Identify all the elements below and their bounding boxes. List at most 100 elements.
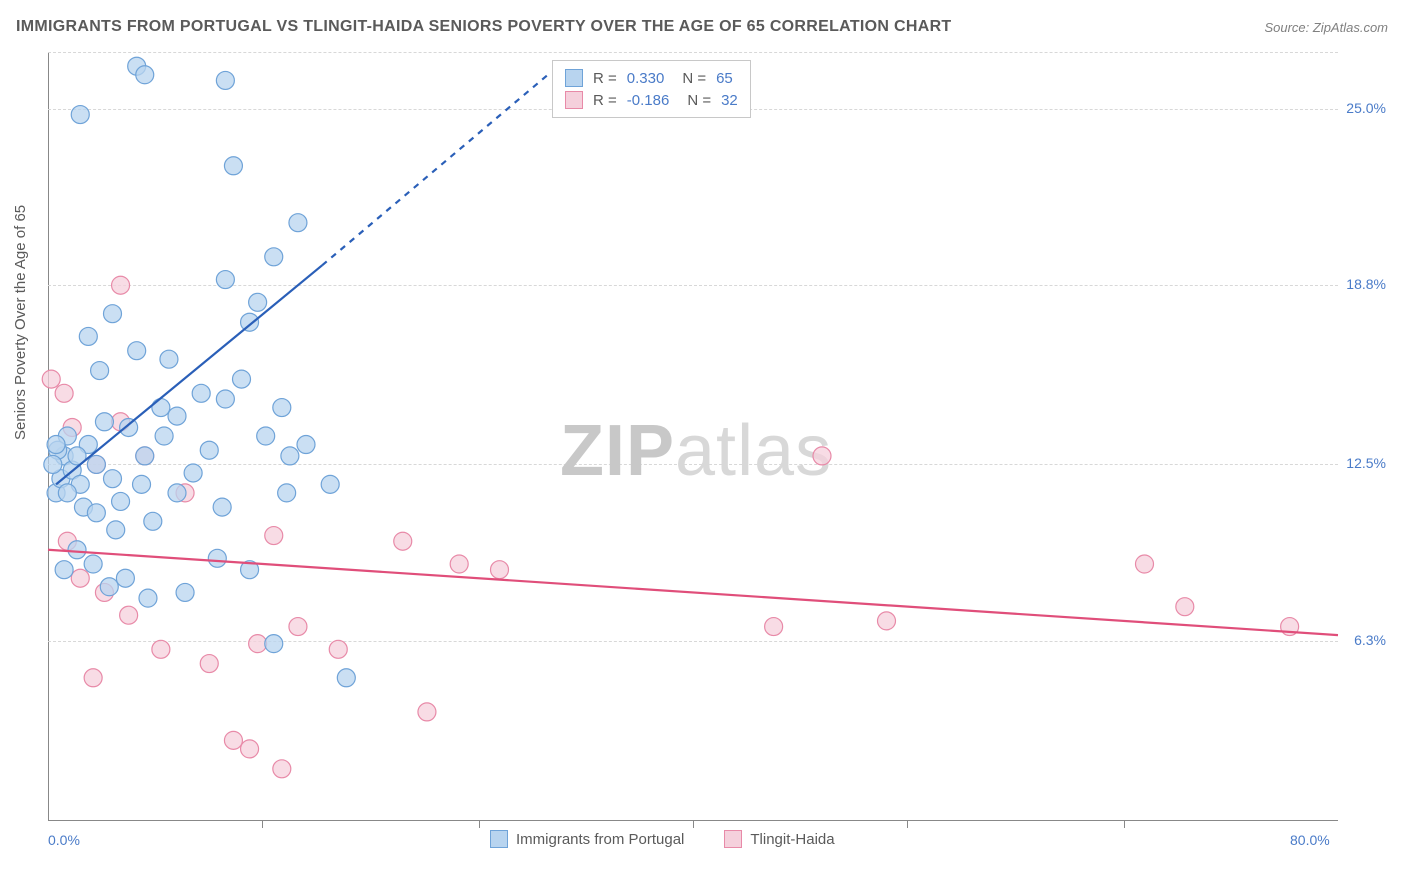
data-point [224, 731, 242, 749]
data-point [120, 418, 138, 436]
data-point [107, 521, 125, 539]
n-value: 65 [716, 70, 733, 87]
data-point [100, 578, 118, 596]
legend: Immigrants from Portugal Tlingit-Haida [490, 830, 835, 848]
r-value: -0.186 [627, 92, 670, 109]
data-point [176, 583, 194, 601]
data-point [152, 640, 170, 658]
data-point [765, 618, 783, 636]
data-point [216, 390, 234, 408]
x-tick-mark [479, 820, 480, 828]
n-label: N = [687, 92, 711, 109]
data-point [91, 362, 109, 380]
data-point [249, 293, 267, 311]
data-point [55, 384, 73, 402]
data-point [233, 370, 251, 388]
data-point [184, 464, 202, 482]
source-credit: Source: ZipAtlas.com [1264, 20, 1388, 35]
stats-box: R = 0.330 N = 65 R = -0.186 N = 32 [552, 60, 751, 118]
data-point [329, 640, 347, 658]
y-tick-label: 6.3% [1354, 632, 1386, 648]
y-axis-label: Seniors Poverty Over the Age of 65 [12, 205, 29, 440]
data-point [136, 447, 154, 465]
data-point [58, 484, 76, 502]
legend-label: Immigrants from Portugal [516, 831, 684, 848]
data-point [200, 441, 218, 459]
data-point [337, 669, 355, 687]
data-point [71, 106, 89, 124]
y-tick-label: 12.5% [1346, 455, 1386, 471]
data-point [273, 399, 291, 417]
data-point [160, 350, 178, 368]
x-tick-label: 0.0% [48, 832, 80, 848]
data-point [321, 475, 339, 493]
x-tick-mark [907, 820, 908, 828]
data-point [278, 484, 296, 502]
data-point [281, 447, 299, 465]
data-point [1136, 555, 1154, 573]
data-point [84, 555, 102, 573]
data-point [241, 313, 259, 331]
data-point [112, 276, 130, 294]
stats-row-portugal: R = 0.330 N = 65 [565, 67, 738, 89]
data-point [213, 498, 231, 516]
data-point [249, 635, 267, 653]
data-point [491, 561, 509, 579]
data-point [813, 447, 831, 465]
swatch-tlingit [565, 91, 583, 109]
data-point [257, 427, 275, 445]
data-point [84, 669, 102, 687]
data-point [216, 271, 234, 289]
x-tick-mark [262, 820, 263, 828]
data-point [168, 484, 186, 502]
scatter-plot [48, 52, 1338, 820]
r-label: R = [593, 92, 617, 109]
data-point [136, 66, 154, 84]
data-point [139, 589, 157, 607]
data-point [120, 606, 138, 624]
r-value: 0.330 [627, 70, 665, 87]
n-value: 32 [721, 92, 738, 109]
data-point [152, 399, 170, 417]
data-point [418, 703, 436, 721]
data-point [241, 740, 259, 758]
data-point [265, 248, 283, 266]
data-point [208, 549, 226, 567]
data-point [68, 541, 86, 559]
data-point [116, 569, 134, 587]
trend-line [322, 75, 548, 266]
data-point [133, 475, 151, 493]
data-point [200, 655, 218, 673]
r-label: R = [593, 70, 617, 87]
legend-item-portugal: Immigrants from Portugal [490, 830, 684, 848]
data-point [87, 504, 105, 522]
data-point [128, 342, 146, 360]
data-point [265, 527, 283, 545]
data-point [79, 327, 97, 345]
data-point [168, 407, 186, 425]
data-point [104, 305, 122, 323]
swatch-portugal [490, 830, 508, 848]
data-point [224, 157, 242, 175]
legend-item-tlingit: Tlingit-Haida [724, 830, 834, 848]
data-point [192, 384, 210, 402]
data-point [1176, 598, 1194, 616]
data-point [878, 612, 896, 630]
data-point [289, 618, 307, 636]
data-point [273, 760, 291, 778]
swatch-tlingit [724, 830, 742, 848]
data-point [47, 436, 65, 454]
y-tick-label: 18.8% [1346, 276, 1386, 292]
y-tick-label: 25.0% [1346, 100, 1386, 116]
data-point [144, 512, 162, 530]
data-point [216, 71, 234, 89]
data-point [394, 532, 412, 550]
data-point [155, 427, 173, 445]
data-point [104, 470, 122, 488]
data-point [55, 561, 73, 579]
legend-label: Tlingit-Haida [750, 831, 834, 848]
data-point [42, 370, 60, 388]
x-tick-label: 80.0% [1290, 832, 1330, 848]
chart-title: IMMIGRANTS FROM PORTUGAL VS TLINGIT-HAID… [16, 18, 952, 36]
data-point [44, 455, 62, 473]
